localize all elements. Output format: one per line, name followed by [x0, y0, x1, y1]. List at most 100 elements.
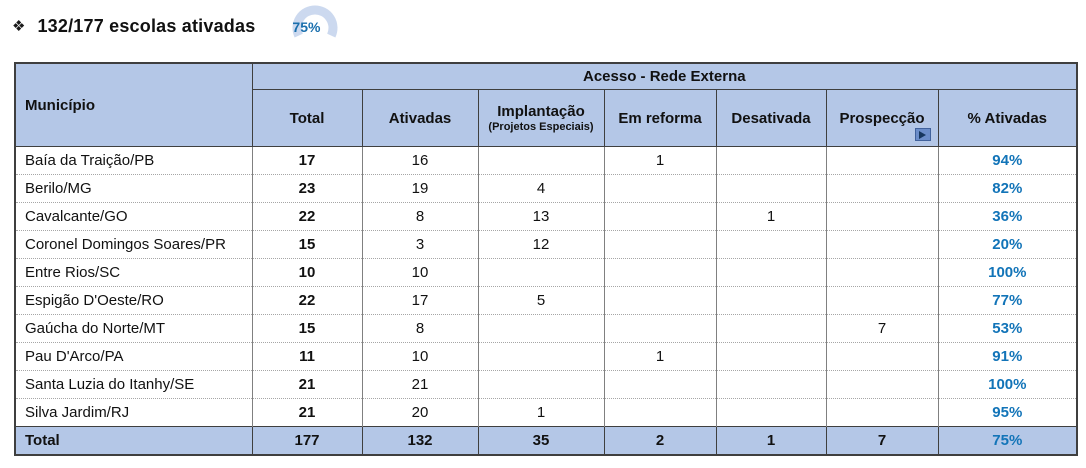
cell-total: 15 [251, 230, 363, 259]
table-row: Santa Luzia do Itanhy/SE 21 21 100% [14, 370, 1079, 399]
cell-implantacao [477, 370, 605, 399]
cell-prospeccao [825, 230, 939, 259]
column-header-implantacao-label: Implantação [497, 102, 585, 120]
cell-desativada: 1 [715, 202, 827, 231]
diamond-bullet-icon: ❖ [12, 17, 26, 35]
column-header-municipio: Município [14, 62, 253, 147]
cell-pct: 82% [937, 174, 1079, 203]
column-header-ativadas: Ativadas [361, 89, 479, 147]
cell-desativada [715, 286, 827, 315]
cell-ativadas: 16 [361, 146, 479, 175]
activation-gauge: 75% [285, 2, 345, 46]
table-header: Município Acesso - Rede Externa Total At… [14, 62, 1078, 147]
cell-total: 17 [251, 146, 363, 175]
column-header-implantacao-note: (Projetos Especiais) [488, 120, 594, 133]
column-header-em-reforma: Em reforma [603, 89, 717, 147]
cell-ativadas: 17 [361, 286, 479, 315]
cell-municipio: Gaúcha do Norte/MT [14, 314, 253, 343]
cell-total: 21 [251, 370, 363, 399]
play-triangle-icon [919, 130, 926, 139]
cell-em-reforma [603, 230, 717, 259]
cell-implantacao [477, 146, 605, 175]
column-header-implantacao: Implantação (Projetos Especiais) [477, 89, 605, 147]
cell-ativadas: 3 [361, 230, 479, 259]
cell-em-reforma [603, 174, 717, 203]
cell-prospeccao [825, 286, 939, 315]
cell-desativada [715, 342, 827, 371]
column-header-pct-ativadas: % Ativadas [937, 89, 1078, 147]
cell-prospeccao [825, 342, 939, 371]
cell-prospeccao [825, 258, 939, 287]
cell-total-label: Total [14, 426, 253, 456]
cell-desativada [715, 146, 827, 175]
cell-prospeccao [825, 202, 939, 231]
cell-em-reforma [603, 314, 717, 343]
total-row: Total 177 132 35 2 1 7 75% [14, 426, 1078, 456]
cell-total-prospeccao: 7 [825, 426, 939, 456]
cell-ativadas: 8 [361, 314, 479, 343]
cell-total-total: 177 [251, 426, 363, 456]
table-row: Silva Jardim/RJ 21 20 1 95% [14, 398, 1079, 427]
cell-implantacao: 5 [477, 286, 605, 315]
cell-pct: 91% [937, 342, 1079, 371]
group-header-acesso-rede-externa: Acesso - Rede Externa [251, 62, 1078, 90]
cell-prospeccao: 7 [825, 314, 939, 343]
cell-pct: 77% [937, 286, 1079, 315]
cell-implantacao: 1 [477, 398, 605, 427]
cell-ativadas: 21 [361, 370, 479, 399]
cell-municipio: Espigão D'Oeste/RO [14, 286, 253, 315]
gauge-value: 75% [292, 19, 321, 35]
column-header-total: Total [251, 89, 363, 147]
prospeccao-expand-icon[interactable] [914, 128, 931, 141]
cell-em-reforma [603, 202, 717, 231]
table-row: Gaúcha do Norte/MT 15 8 7 53% [14, 314, 1079, 343]
title-row: ❖ 132/177 escolas ativadas 75% [12, 5, 345, 46]
table-row: Pau D'Arco/PA 11 10 1 91% [14, 342, 1079, 371]
cell-total-implantacao: 35 [477, 426, 605, 456]
cell-total: 10 [251, 258, 363, 287]
cell-em-reforma [603, 258, 717, 287]
cell-municipio: Pau D'Arco/PA [14, 342, 253, 371]
cell-total-ativadas: 132 [361, 426, 479, 456]
table-row: Espigão D'Oeste/RO 22 17 5 77% [14, 286, 1079, 315]
column-header-prospeccao-label: Prospecção [839, 109, 925, 127]
cell-municipio: Santa Luzia do Itanhy/SE [14, 370, 253, 399]
cell-municipio: Silva Jardim/RJ [14, 398, 253, 427]
cell-total: 23 [251, 174, 363, 203]
cell-pct: 94% [937, 146, 1079, 175]
cell-municipio: Coronel Domingos Soares/PR [14, 230, 253, 259]
cell-municipio: Cavalcante/GO [14, 202, 253, 231]
cell-municipio: Entre Rios/SC [14, 258, 253, 287]
cell-em-reforma [603, 286, 717, 315]
cell-implantacao [477, 314, 605, 343]
table-row: Cavalcante/GO 22 8 13 1 36% [14, 202, 1079, 231]
schools-table-wrapper: Município Acesso - Rede Externa Total At… [14, 62, 1079, 456]
column-header-desativada: Desativada [715, 89, 827, 147]
table-row: Coronel Domingos Soares/PR 15 3 12 20% [14, 230, 1079, 259]
schools-table: Município Acesso - Rede Externa Total At… [14, 62, 1079, 456]
cell-pct: 36% [937, 202, 1079, 231]
cell-municipio: Baía da Traição/PB [14, 146, 253, 175]
cell-total: 22 [251, 202, 363, 231]
cell-ativadas: 10 [361, 342, 479, 371]
cell-em-reforma [603, 370, 717, 399]
cell-pct: 95% [937, 398, 1079, 427]
cell-desativada [715, 398, 827, 427]
table-row: Berilo/MG 23 19 4 82% [14, 174, 1079, 203]
cell-em-reforma: 1 [603, 146, 717, 175]
cell-prospeccao [825, 398, 939, 427]
cell-ativadas: 10 [361, 258, 479, 287]
cell-prospeccao [825, 146, 939, 175]
cell-ativadas: 8 [361, 202, 479, 231]
cell-total-em-reforma: 2 [603, 426, 717, 456]
cell-total: 11 [251, 342, 363, 371]
cell-total-pct: 75% [937, 426, 1078, 456]
cell-total-desativada: 1 [715, 426, 827, 456]
cell-prospeccao [825, 370, 939, 399]
cell-total: 22 [251, 286, 363, 315]
cell-implantacao: 12 [477, 230, 605, 259]
table-row: Entre Rios/SC 10 10 100% [14, 258, 1079, 287]
page-title: 132/177 escolas ativadas [37, 15, 256, 36]
cell-em-reforma [603, 398, 717, 427]
cell-implantacao: 4 [477, 174, 605, 203]
